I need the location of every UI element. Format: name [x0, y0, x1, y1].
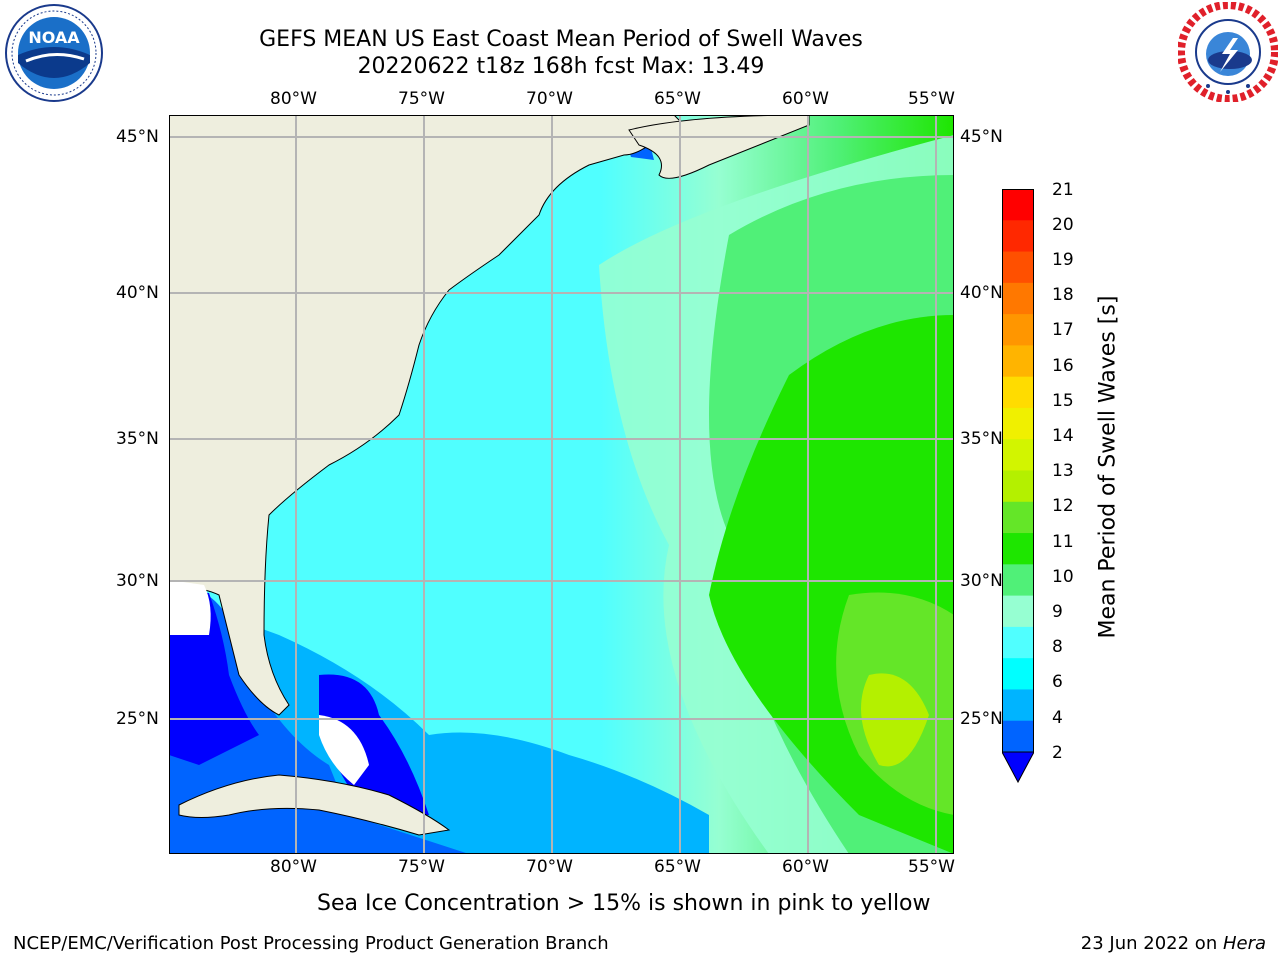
colorbar-segment [1002, 470, 1034, 503]
colorbar-tick: 11 [1052, 532, 1074, 552]
colorbar-tick: 19 [1052, 250, 1074, 270]
colorbar-segment [1002, 251, 1034, 284]
lat-label-left-25n: 25°N [116, 709, 159, 729]
lon-label-bottom-55w: 55°W [908, 857, 955, 877]
lon-label-top-65w: 65°W [654, 89, 701, 109]
colorbar-segment [1002, 658, 1034, 690]
lon-label-top-60w: 60°W [782, 89, 829, 109]
lon-label-bottom-65w: 65°W [654, 857, 701, 877]
footer-credit: NCEP/EMC/Verification Post Processing Pr… [13, 933, 609, 954]
map-title: GEFS MEAN US East Coast Mean Period of S… [259, 27, 863, 52]
land-north-america [169, 115, 690, 716]
colorbar [1002, 189, 1034, 784]
colorbar-tick: 9 [1052, 602, 1063, 622]
colorbar-frame [1002, 189, 1034, 753]
lon-label-bottom-70w: 70°W [526, 857, 573, 877]
colorbar-segment [1002, 407, 1034, 440]
noaa-logo: NOAA [4, 3, 104, 103]
colorbar-segment [1002, 626, 1034, 659]
colorbar-label: Mean Period of Swell Waves [s] [1095, 295, 1121, 639]
colorbar-segment [1002, 314, 1034, 346]
colorbar-tick: 2 [1052, 743, 1063, 763]
colorbar-tick: 21 [1052, 180, 1074, 200]
swell-zone-lt2-bahamas [319, 674, 429, 815]
missing-data-gulf [169, 580, 211, 635]
lon-label-top-80w: 80°W [270, 89, 317, 109]
lat-label-left-45n: 45°N [116, 127, 159, 147]
lat-label-left-30n: 30°N [116, 571, 159, 591]
colorbar-tick: 4 [1052, 708, 1063, 728]
nws-logo [1178, 2, 1278, 102]
lon-label-top-55w: 55°W [908, 89, 955, 109]
colorbar-under-arrow [1002, 751, 1034, 784]
colorbar-segment [1002, 220, 1034, 253]
sea-ice-note: Sea Ice Concentration > 15% is shown in … [317, 891, 931, 916]
lon-label-bottom-80w: 80°W [270, 857, 317, 877]
colorbar-segment [1002, 533, 1034, 565]
colorbar-segment [1002, 720, 1034, 753]
colorbar-tick: 20 [1052, 215, 1074, 235]
lon-label-bottom-60w: 60°W [782, 857, 829, 877]
lat-label-left-35n: 35°N [116, 429, 159, 449]
lat-label-right-30n: 30°N [960, 571, 1003, 591]
colorbar-segment [1002, 689, 1034, 722]
lat-label-right-40n: 40°N [960, 283, 1003, 303]
colorbar-segment [1002, 501, 1034, 534]
map-area [169, 115, 954, 854]
land-cuba [178, 774, 451, 836]
colorbar-segment [1002, 282, 1034, 315]
colorbar-tick: 10 [1052, 567, 1074, 587]
colorbar-segment [1002, 564, 1034, 597]
colorbar-segment [1002, 189, 1034, 221]
colorbar-segment [1002, 345, 1034, 378]
map-subtitle: 20220622 t18z 168h fcst Max: 13.49 [357, 54, 765, 79]
colorbar-tick: 13 [1052, 461, 1074, 481]
footer-host: Hera [1222, 933, 1266, 954]
lat-label-right-35n: 35°N [960, 429, 1003, 449]
colorbar-tick: 15 [1052, 391, 1074, 411]
colorbar-tick: 8 [1052, 637, 1063, 657]
lon-label-bottom-75w: 75°W [398, 857, 445, 877]
missing-data-bahamas [319, 715, 369, 785]
lat-label-right-45n: 45°N [960, 127, 1003, 147]
colorbar-tick: 16 [1052, 356, 1074, 376]
lon-label-top-70w: 70°W [526, 89, 573, 109]
colorbar-tick: 12 [1052, 496, 1074, 516]
footer-date-text: 23 Jun 2022 on [1080, 933, 1223, 954]
lat-label-right-25n: 25°N [960, 709, 1003, 729]
lon-label-top-75w: 75°W [398, 89, 445, 109]
colorbar-tick: 18 [1052, 285, 1074, 305]
colorbar-tick: 14 [1052, 426, 1074, 446]
svg-text:NOAA: NOAA [28, 28, 80, 47]
map-grid [169, 115, 954, 854]
land-nova-scotia [628, 115, 810, 179]
colorbar-segment [1002, 439, 1034, 471]
colorbar-segment [1002, 376, 1034, 409]
lat-label-left-40n: 40°N [116, 283, 159, 303]
footer-date: 23 Jun 2022 on Hera [1081, 933, 1266, 954]
colorbar-tick: 6 [1052, 672, 1063, 692]
colorbar-segment [1002, 595, 1034, 628]
colorbar-tick: 17 [1052, 320, 1074, 340]
